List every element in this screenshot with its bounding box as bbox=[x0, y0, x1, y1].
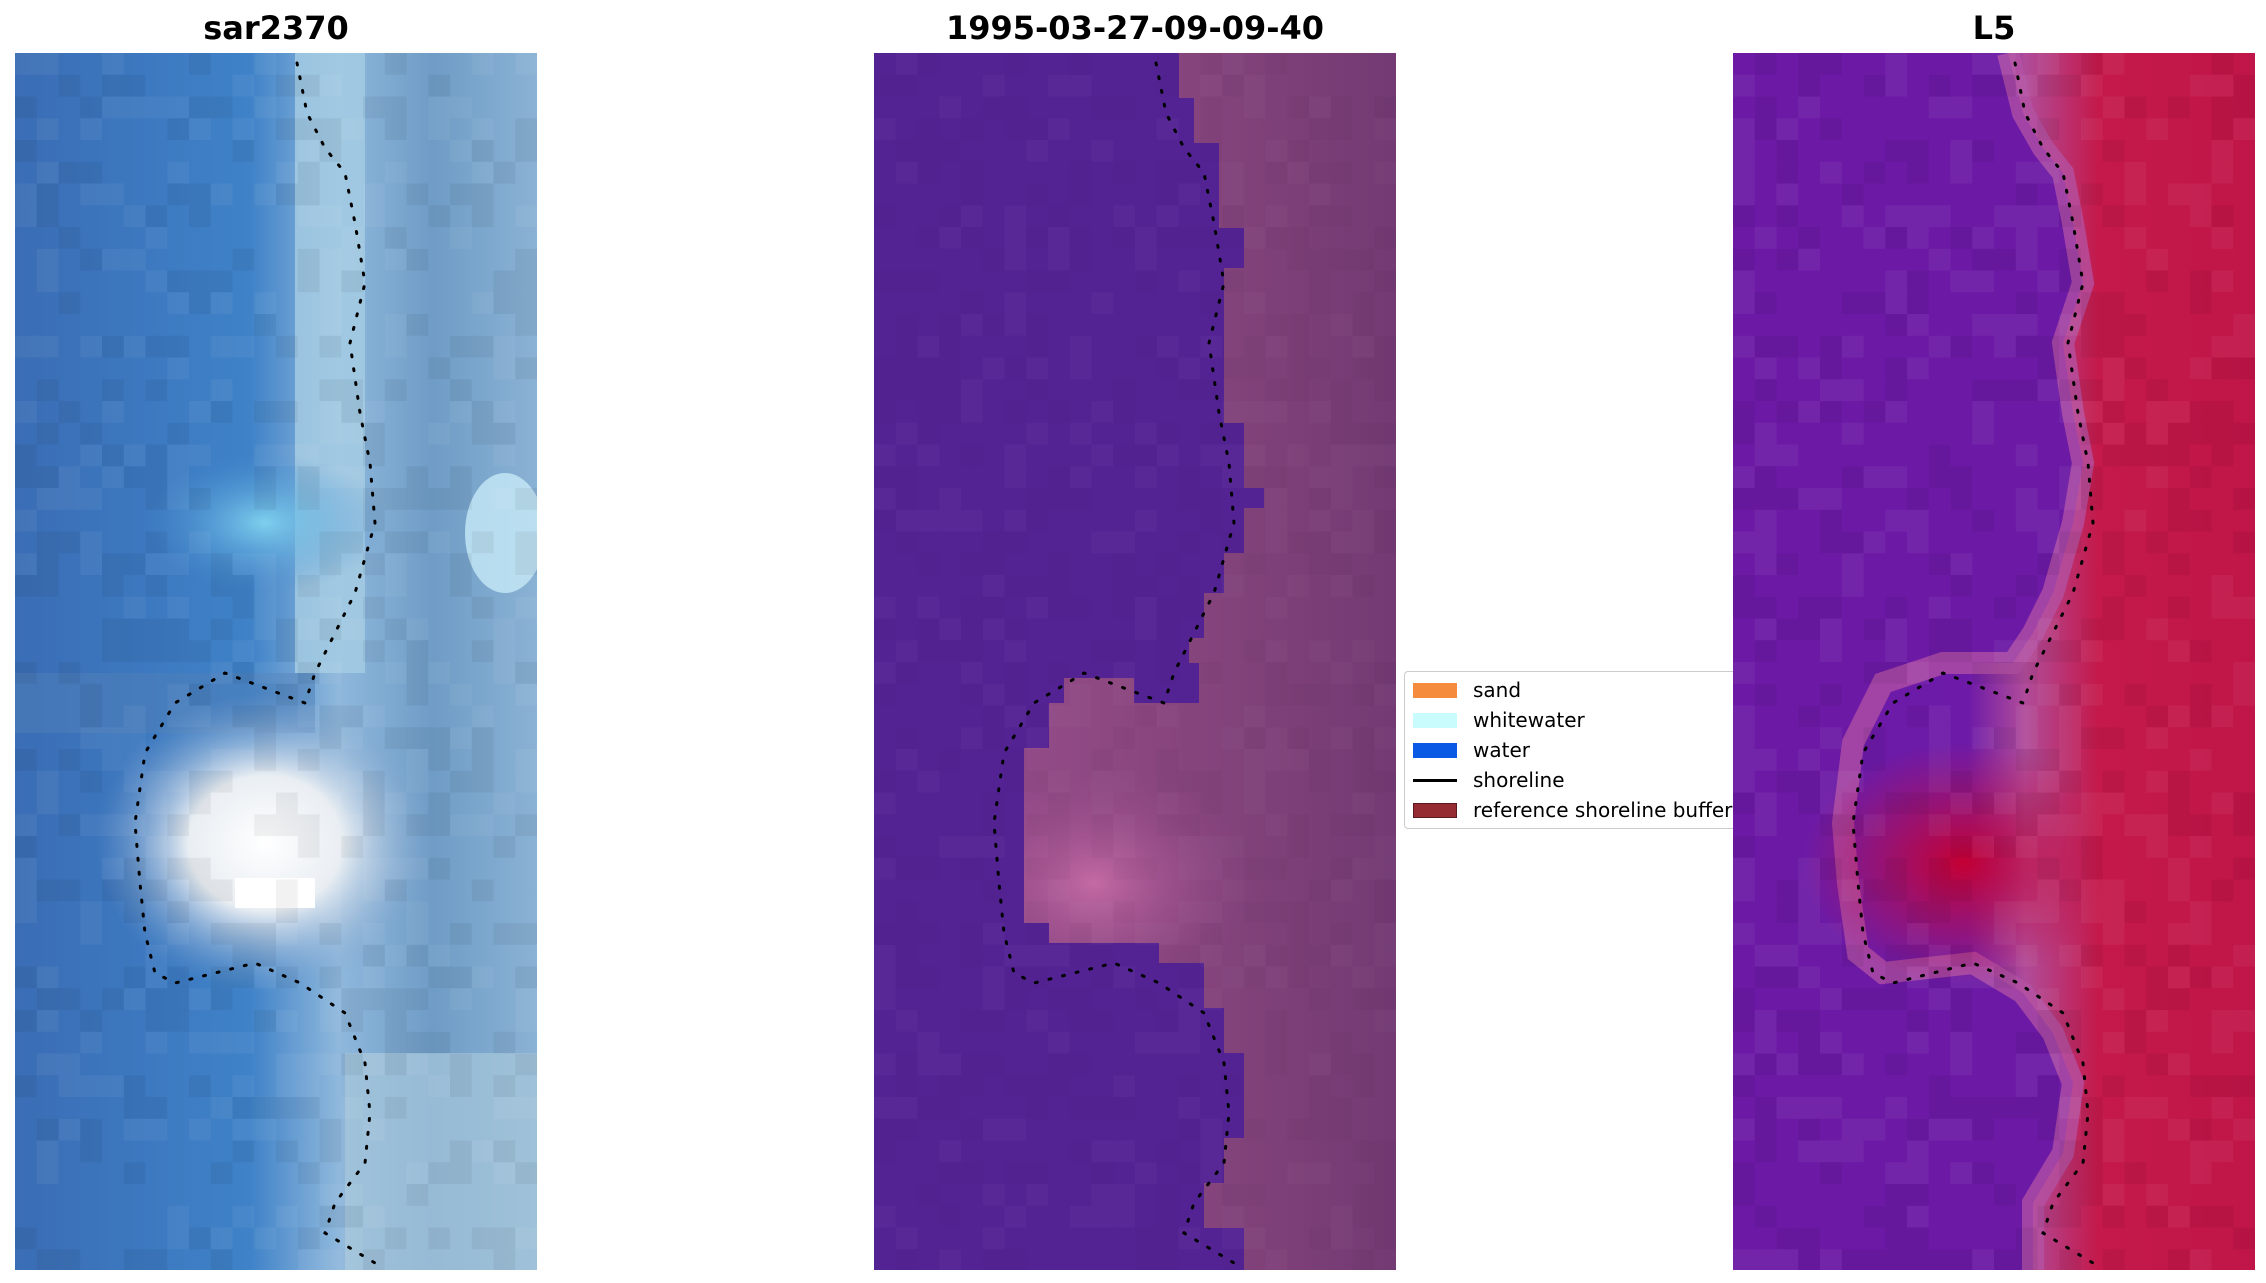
legend-label-water: water bbox=[1473, 738, 1530, 762]
classified-image bbox=[874, 53, 1396, 1270]
legend-item-sand: sand bbox=[1413, 678, 1521, 702]
legend-line-shoreline bbox=[1413, 778, 1457, 782]
index-image-panel bbox=[1733, 53, 2255, 1270]
legend-swatch-reference-buffer bbox=[1413, 802, 1457, 818]
legend-swatch-whitewater bbox=[1413, 712, 1457, 728]
rgb-image bbox=[15, 53, 537, 1270]
transition-band bbox=[1831, 53, 2095, 1270]
pixel-grid-overlay bbox=[15, 53, 537, 1270]
pixel-grid-overlay bbox=[1733, 53, 2255, 1270]
legend-item-whitewater: whitewater bbox=[1413, 708, 1585, 732]
rgb-image-panel bbox=[15, 53, 537, 1270]
legend-label-shoreline: shoreline bbox=[1473, 768, 1565, 792]
legend-item-reference-buffer: reference shoreline buffer bbox=[1413, 798, 1732, 822]
low-index-region bbox=[1733, 53, 2083, 1270]
legend-label-whitewater: whitewater bbox=[1473, 708, 1585, 732]
legend-item-water: water bbox=[1413, 738, 1530, 762]
panel-title-classified: 1995-03-27-09-09-40 bbox=[945, 9, 1325, 47]
panel-title-index: L5 bbox=[1972, 9, 2016, 47]
classified-image-panel bbox=[874, 53, 1396, 1270]
legend-swatch-sand bbox=[1413, 682, 1457, 698]
panel-title-rgb: sar2370 bbox=[203, 9, 349, 47]
index-image bbox=[1733, 53, 2255, 1270]
legend: sand whitewater water shoreline referenc… bbox=[1404, 671, 1733, 829]
legend-label-reference-buffer: reference shoreline buffer bbox=[1473, 798, 1733, 822]
water-region bbox=[874, 53, 1264, 1270]
legend-swatch-water bbox=[1413, 742, 1457, 758]
legend-item-shoreline: shoreline bbox=[1413, 768, 1565, 792]
legend-label-sand: sand bbox=[1473, 678, 1522, 702]
